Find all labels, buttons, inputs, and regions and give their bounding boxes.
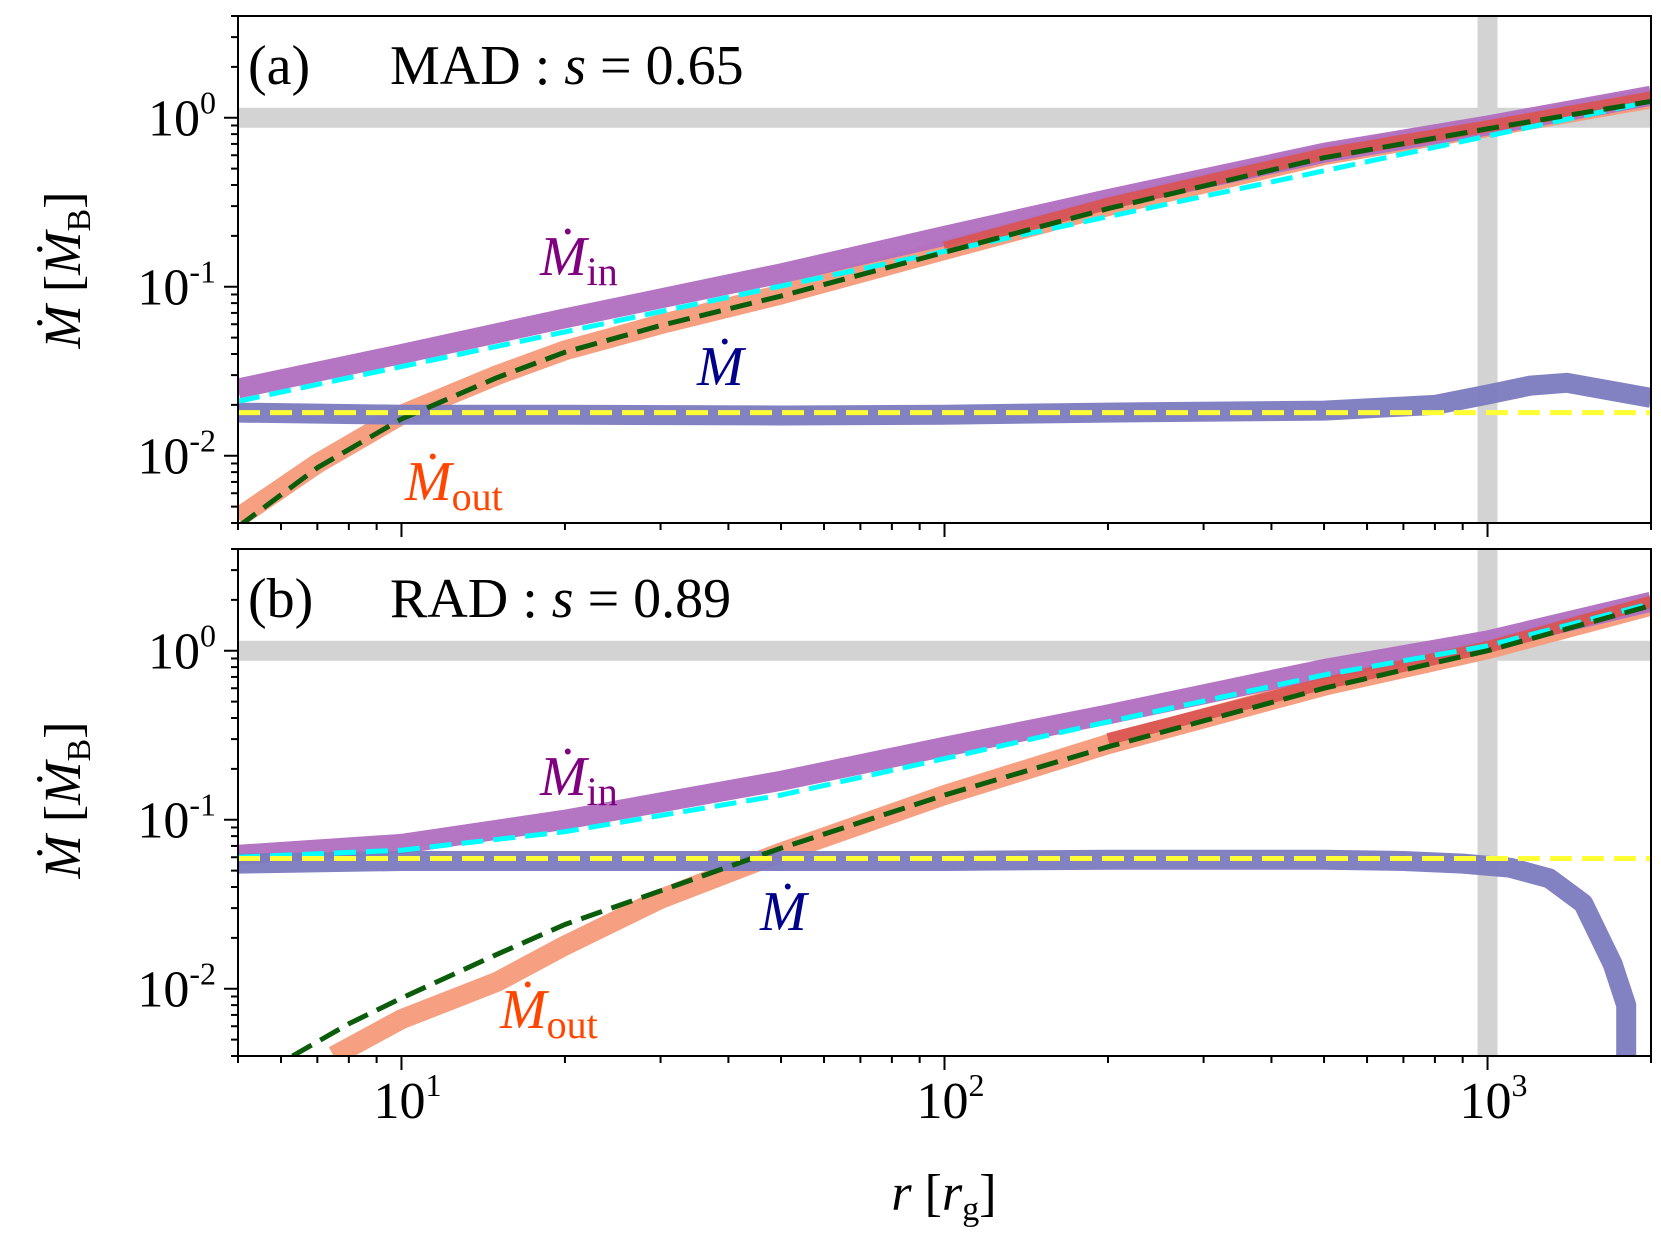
- panel-b-title-model: RAD: [390, 568, 508, 630]
- panel-b-title-value: = 0.89: [588, 568, 732, 630]
- panel-b-title: RAD : s = 0.89: [390, 568, 731, 630]
- series-fit-out-line: [291, 603, 1651, 1056]
- panel-a-title-value: = 0.65: [600, 35, 744, 97]
- x-axis-label: r [rg]: [891, 1165, 996, 1228]
- panel-a: 100 10-1 10-2 (a) MAD : s = 0.65 Ṁin Ṁ Ṁou…: [35, 15, 1652, 537]
- panel-a-ticks: 100 10-1 10-2: [137, 15, 1652, 537]
- panel-b-ylabel: Ṁ [ṀB]: [35, 722, 98, 880]
- panel-b-ticks: 100 10-1 10-2 101 102 103: [137, 548, 1652, 1130]
- y-tick-label: 10-2: [137, 956, 216, 1019]
- panel-a-anno-mdot-in: Ṁin: [539, 226, 618, 294]
- series-fit-in-line: [238, 601, 1651, 860]
- panel-a-plot-area: [238, 16, 1651, 523]
- panel-a-ylabel: Ṁ [ṀB]: [35, 192, 98, 350]
- panel-a-title-model: MAD: [390, 35, 521, 97]
- series-fit-out-line: [238, 98, 1651, 523]
- panel-b-plot-area: [238, 549, 1651, 1056]
- panel-a-label: (a): [248, 35, 310, 97]
- panel-a-anno-mdot: Ṁ: [696, 336, 747, 398]
- panel-b-anno-mdot: Ṁ: [759, 881, 810, 943]
- y-tick-label: 100: [148, 85, 216, 148]
- panel-a-title-param: s: [564, 35, 586, 97]
- series-fit-in-line: [238, 98, 1651, 404]
- x-tick-label: 101: [373, 1067, 441, 1130]
- panel-a-anno-mdot-out: Ṁout: [404, 451, 503, 519]
- series-out-red-overlay-line: [942, 91, 1651, 254]
- y-tick-label: 10-1: [137, 254, 216, 317]
- x-tick-label: 103: [1460, 1067, 1528, 1130]
- panel-b-anno-mdot-in: Ṁin: [539, 746, 618, 814]
- y-tick-label: 10-2: [137, 423, 216, 486]
- y-tick-label: 10-1: [137, 787, 216, 850]
- panel-b-anno-mdot-out: Ṁout: [499, 979, 598, 1047]
- y-tick-label: 100: [148, 618, 216, 681]
- panel-a-background: [238, 16, 1651, 523]
- panel-b-title-param: s: [552, 568, 574, 630]
- series-in-line: [238, 591, 1651, 865]
- panel-b-label: (b): [248, 568, 313, 630]
- panel-a-title: MAD : s = 0.65: [390, 35, 744, 97]
- x-tick-label: 102: [917, 1067, 985, 1130]
